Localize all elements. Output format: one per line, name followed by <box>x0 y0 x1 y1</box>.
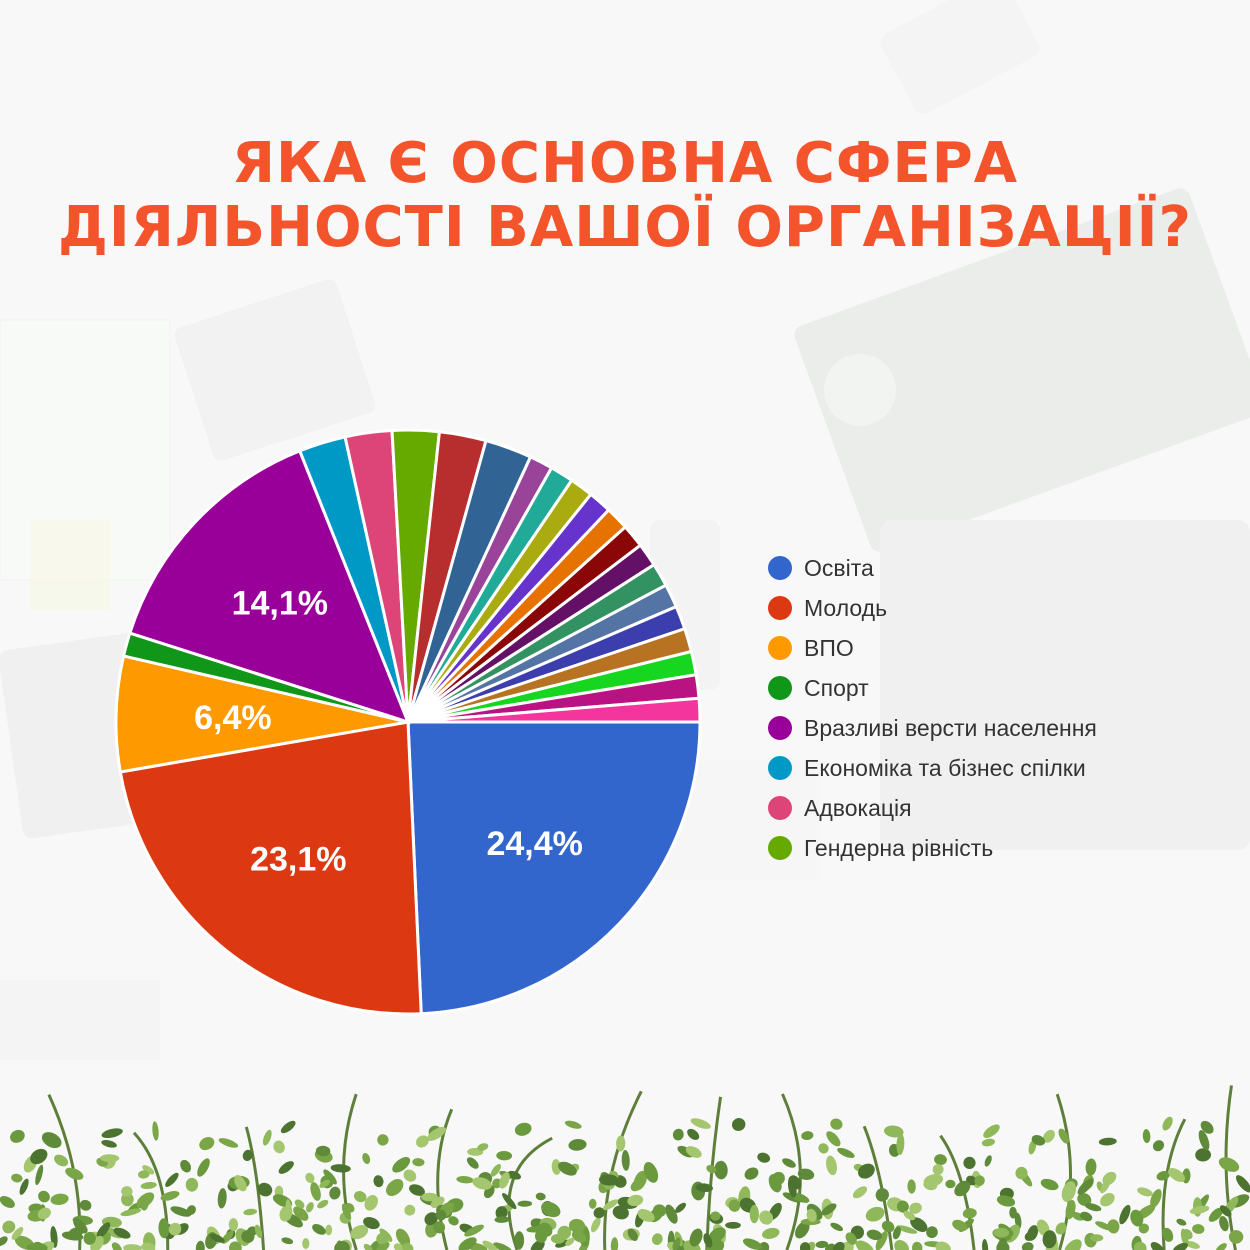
legend-item: Освіта <box>768 548 1208 588</box>
legend-label: ВПО <box>804 634 854 661</box>
legend-item: Гендерна рівність <box>768 828 1208 868</box>
legend-label: Молодь <box>804 594 888 621</box>
legend-item: Адвокація <box>768 788 1208 828</box>
pie-slice <box>118 720 423 1016</box>
legend-swatch <box>768 596 792 620</box>
page-title: ЯКА Є ОСНОВНА СФЕРА ДІЯЛЬНОСТІ ВАШОЇ ОРГ… <box>0 132 1250 260</box>
pie-slice <box>407 696 702 724</box>
legend-item: Молодь <box>768 588 1208 628</box>
legend-label: Спорт <box>804 674 869 701</box>
legend-label: Адвокація <box>804 794 912 821</box>
leaves-decoration <box>0 1085 1250 1250</box>
legend-label: Освіта <box>804 554 874 581</box>
slice-value-label: 14,1% <box>232 585 328 623</box>
slice-value-label: 24,4% <box>486 825 582 863</box>
legend-swatch <box>768 716 792 740</box>
legend-item: Спорт <box>768 668 1208 708</box>
chart-legend: Освіта Молодь ВПО Спорт Вразливі версти насе… <box>768 548 1208 868</box>
pie-slice <box>406 720 702 1016</box>
legend-label: Гендерна рівність <box>804 834 994 861</box>
legend-swatch <box>768 676 792 700</box>
legend-swatch <box>768 756 792 780</box>
title-line-1: ЯКА Є ОСНОВНА СФЕРА <box>231 131 1019 196</box>
title-line-2: ДІЯЛЬНОСТІ ВАШОЇ ОРГАНІЗАЦІЇ? <box>58 195 1192 260</box>
legend-label: Вразливі версти населення <box>804 714 1097 741</box>
pie-slice <box>114 654 409 774</box>
pie-slices <box>114 428 702 1016</box>
slice-value-label: 6,4% <box>194 699 272 737</box>
legend-swatch <box>768 796 792 820</box>
legend-swatch <box>768 836 792 860</box>
legend-swatch <box>768 556 792 580</box>
legend-item: ВПО <box>768 628 1208 668</box>
pie-slice-labels: 24,4% 23,1% 6,4% 14,1% <box>194 585 583 879</box>
legend-item: Економіка та бізнес спілки <box>768 748 1208 788</box>
legend-swatch <box>768 636 792 660</box>
pie-slice <box>127 448 411 725</box>
legend-item: Вразливі версти населення <box>768 708 1208 748</box>
legend-label: Економіка та бізнес спілки <box>804 754 1086 781</box>
slice-value-label: 23,1% <box>250 841 346 879</box>
